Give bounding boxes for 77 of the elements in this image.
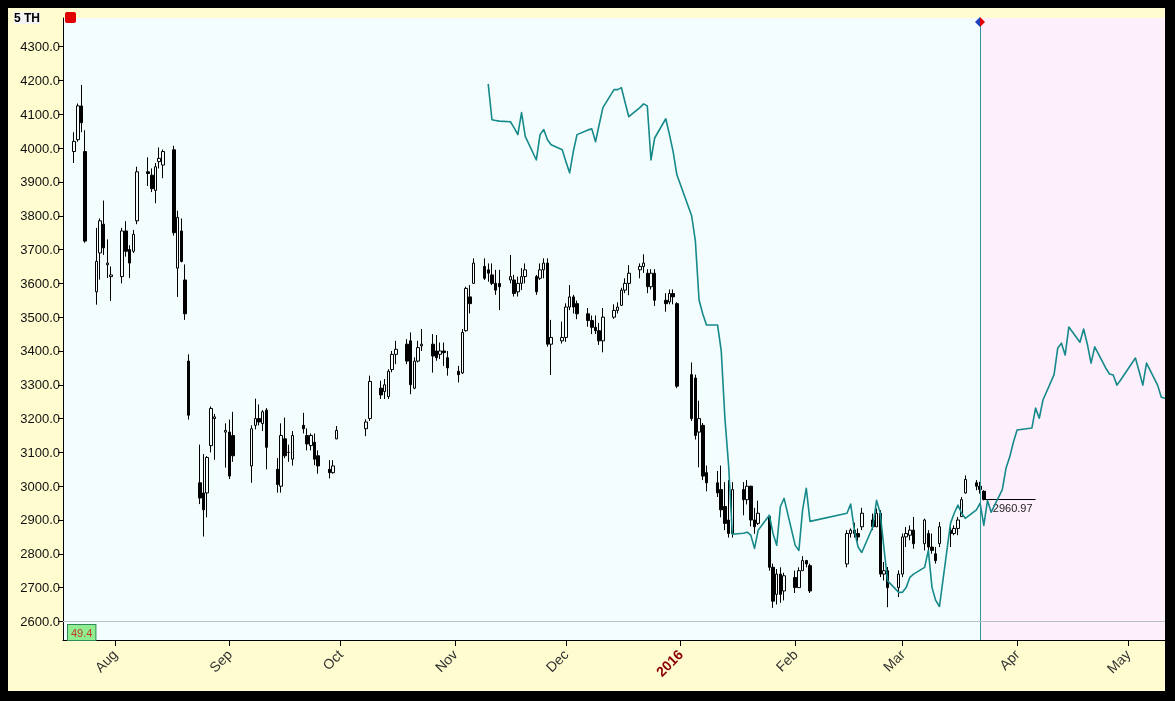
candlestick <box>912 516 915 550</box>
y-tick-label: 3500.0 <box>20 309 60 325</box>
candlestick <box>627 264 631 296</box>
candlestick <box>187 353 190 421</box>
y-tick-label: 3600.0 <box>20 275 60 291</box>
candlestick <box>808 563 812 594</box>
candlestick <box>727 479 730 539</box>
y-tick-label: 3100.0 <box>20 444 60 460</box>
annotation: 2960.97 <box>992 501 1033 514</box>
candlestick <box>379 380 383 400</box>
y-tick-label: 4100.0 <box>20 106 60 122</box>
y-tick-label: 2900.0 <box>20 512 60 528</box>
candlestick <box>409 331 412 395</box>
candlestick <box>183 263 187 321</box>
y-tick-label: 3900.0 <box>20 174 60 190</box>
candlestick <box>964 474 967 495</box>
candlestick <box>775 568 778 606</box>
candlestick <box>83 129 87 244</box>
candlestick <box>254 398 257 430</box>
x-tick-label: Dec <box>542 646 572 676</box>
candlestick <box>642 253 645 274</box>
candlestick <box>956 516 960 536</box>
candlestick <box>472 257 475 284</box>
y-tick-label: 2800.0 <box>20 546 60 562</box>
candlestick <box>860 507 864 531</box>
candlestick <box>845 529 849 568</box>
y-tick-label: 2600.0 <box>20 613 60 629</box>
y-tick-label: 3400.0 <box>20 343 60 359</box>
candlestick <box>856 527 860 542</box>
candlestick <box>487 262 490 283</box>
y-tick-label: 4000.0 <box>20 140 60 156</box>
y-tick-label: 2700.0 <box>20 580 60 596</box>
line-series <box>487 83 1165 608</box>
y-tick-label: 3700.0 <box>20 242 60 258</box>
candlestick <box>675 301 679 389</box>
y-tick-label: 3300.0 <box>20 377 60 393</box>
x-tick-label: Oct <box>319 646 347 674</box>
candlestick <box>483 257 486 281</box>
candlestick <box>664 292 668 313</box>
candlestick <box>291 430 294 467</box>
candlestick <box>279 422 283 494</box>
candlestick <box>923 518 926 551</box>
x-tick-label: Nov <box>431 646 461 676</box>
annotation: 49.4 <box>71 626 93 639</box>
y-tick-label: 4300.0 <box>20 39 60 55</box>
x-tick-label: Aug <box>91 646 121 676</box>
x-tick-label: Sep <box>206 646 236 676</box>
candlestick <box>135 166 139 225</box>
candlestick <box>949 526 952 548</box>
candlestick <box>250 424 253 484</box>
candlestick <box>975 479 978 491</box>
candlestick <box>779 566 782 604</box>
candlestick <box>612 303 616 320</box>
candlestick <box>335 425 338 440</box>
candlestick <box>793 570 797 594</box>
y-tick-label: 3800.0 <box>20 208 60 224</box>
candlestick <box>742 481 745 516</box>
y-tick-label: 3000.0 <box>20 478 60 494</box>
candlestick <box>328 459 331 479</box>
y-tick-label: 4200.0 <box>20 73 60 89</box>
candlestick <box>364 418 368 437</box>
candlestick <box>431 333 435 374</box>
candlestick <box>938 521 941 548</box>
candlestick <box>368 375 372 422</box>
candlestick <box>646 268 649 294</box>
x-tick-label: Apr <box>996 646 1023 674</box>
candlestick <box>331 459 335 475</box>
y-tick-label: 3200.0 <box>20 411 60 427</box>
candlestick <box>671 288 675 305</box>
candlestick <box>653 268 656 307</box>
candlestick <box>161 149 165 179</box>
text: 5 TH <box>14 11 41 25</box>
x-tick-label: Feb <box>772 646 802 675</box>
candlestick <box>601 307 605 353</box>
candlestick <box>498 269 501 311</box>
candlestick <box>265 407 268 470</box>
x-tick-label: Mar <box>879 646 909 675</box>
